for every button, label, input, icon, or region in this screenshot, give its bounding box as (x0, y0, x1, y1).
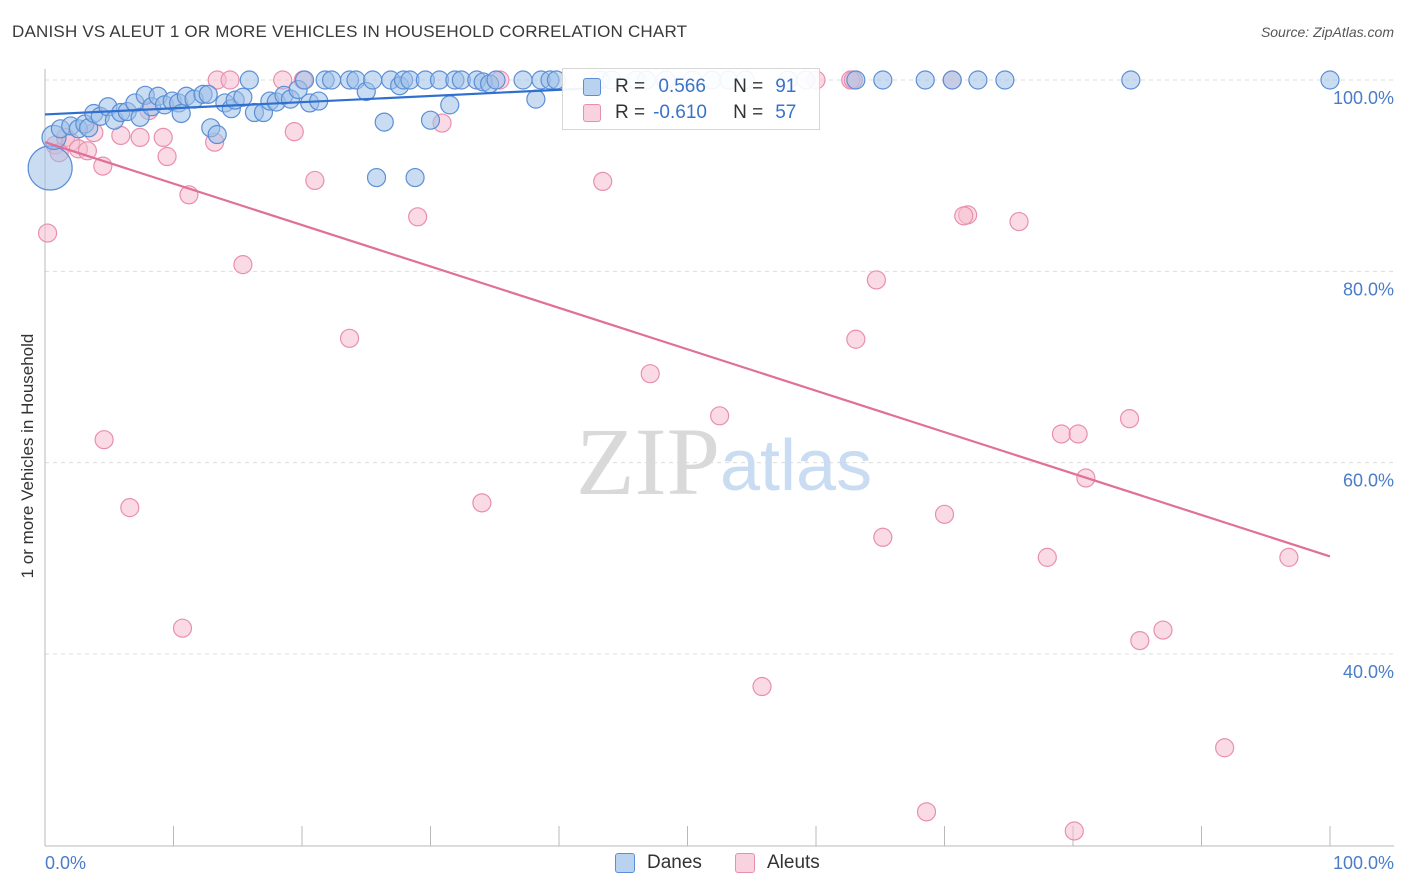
aleuts-point (711, 407, 729, 425)
danes-legend-label: Danes (647, 852, 702, 874)
aleuts-point (867, 271, 885, 289)
aleuts-point (1052, 425, 1070, 443)
aleuts-point (173, 619, 191, 637)
aleuts-n-label: N = (733, 102, 763, 124)
aleuts-point (1065, 822, 1083, 840)
legend-row-danes: R = 0.566 N = 91 (583, 75, 796, 99)
aleuts-point (918, 803, 936, 821)
aleuts-point (473, 494, 491, 512)
aleuts-point (1154, 621, 1172, 639)
aleuts-point (285, 123, 303, 141)
legend-item-aleuts[interactable]: Aleuts (735, 852, 820, 874)
danes-point (422, 111, 440, 129)
danes-point (199, 85, 217, 103)
danes-point (487, 71, 505, 89)
aleuts-r-value: -0.610 (653, 102, 715, 124)
aleuts-point (874, 528, 892, 546)
legend-item-danes[interactable]: Danes (615, 852, 702, 874)
aleuts-point (341, 329, 359, 347)
danes-swatch (583, 78, 601, 96)
aleuts-point (1038, 548, 1056, 566)
y-tick-label-60: 60.0% (1343, 471, 1394, 491)
aleuts-point (1280, 548, 1298, 566)
danes-point (406, 169, 424, 187)
danes-point (364, 71, 382, 89)
aleuts-point (306, 171, 324, 189)
danes-point (368, 169, 386, 187)
aleuts-legend-swatch (735, 853, 755, 873)
danes-point (874, 71, 892, 89)
danes-legend-swatch (615, 853, 635, 873)
watermark-zip: ZIP (576, 408, 720, 515)
danes-r-value: 0.566 (653, 76, 715, 98)
danes-point (441, 96, 459, 114)
danes-n-label: N = (733, 76, 763, 98)
aleuts-point (1069, 425, 1087, 443)
stats-legend: R = 0.566 N = 91 R = -0.610 N = 57 (562, 68, 820, 130)
aleuts-point (1131, 632, 1149, 650)
aleuts-point (641, 365, 659, 383)
aleuts-point (121, 499, 139, 517)
aleuts-point (221, 71, 239, 89)
x-ticks (174, 826, 1331, 846)
aleuts-point (158, 148, 176, 166)
danes-point (208, 126, 226, 144)
aleuts-point (1010, 213, 1028, 231)
aleuts-point (95, 431, 113, 449)
danes-point (996, 71, 1014, 89)
aleuts-point (1121, 410, 1139, 428)
scatter-chart: ZIP atlas 40.0%60.0%80.0%100.0% 0.0% 100… (0, 0, 1406, 892)
danes-point (514, 71, 532, 89)
y-tick-label-40: 40.0% (1343, 662, 1394, 682)
aleuts-point (409, 208, 427, 226)
danes-point (969, 71, 987, 89)
aleuts-point (955, 207, 973, 225)
aleuts-legend-label: Aleuts (767, 852, 820, 874)
danes-point (28, 146, 72, 190)
danes-point (323, 71, 341, 89)
danes-point (234, 88, 252, 106)
danes-point (847, 71, 865, 89)
aleuts-point (936, 505, 954, 523)
danes-point (1321, 71, 1339, 89)
y-tick-labels: 40.0% 60.0% 80.0% 100.0% (1333, 88, 1394, 682)
watermark-atlas: atlas (720, 426, 872, 506)
danes-point (375, 113, 393, 131)
aleuts-point (753, 678, 771, 696)
aleuts-point (39, 224, 57, 242)
aleuts-point (154, 128, 172, 146)
danes-r-label: R = (615, 76, 645, 98)
aleuts-swatch (583, 104, 601, 122)
danes-point (296, 71, 314, 89)
danes-point (943, 71, 961, 89)
danes-point (1122, 71, 1140, 89)
aleuts-point (234, 256, 252, 274)
aleuts-point (131, 128, 149, 146)
danes-n-value: 91 (775, 76, 796, 98)
series-legend: Danes Aleuts (0, 852, 1406, 876)
y-tick-label-100: 100.0% (1333, 88, 1394, 108)
aleuts-n-value: 57 (775, 102, 796, 124)
legend-row-aleuts: R = -0.610 N = 57 (583, 101, 796, 125)
aleuts-point (594, 172, 612, 190)
aleuts-point (847, 330, 865, 348)
danes-point (916, 71, 934, 89)
gridlines (45, 80, 1394, 654)
aleuts-r-label: R = (615, 102, 645, 124)
danes-point (527, 90, 545, 108)
y-tick-label-80: 80.0% (1343, 279, 1394, 299)
danes-point (240, 71, 258, 89)
aleuts-point (1216, 739, 1234, 757)
